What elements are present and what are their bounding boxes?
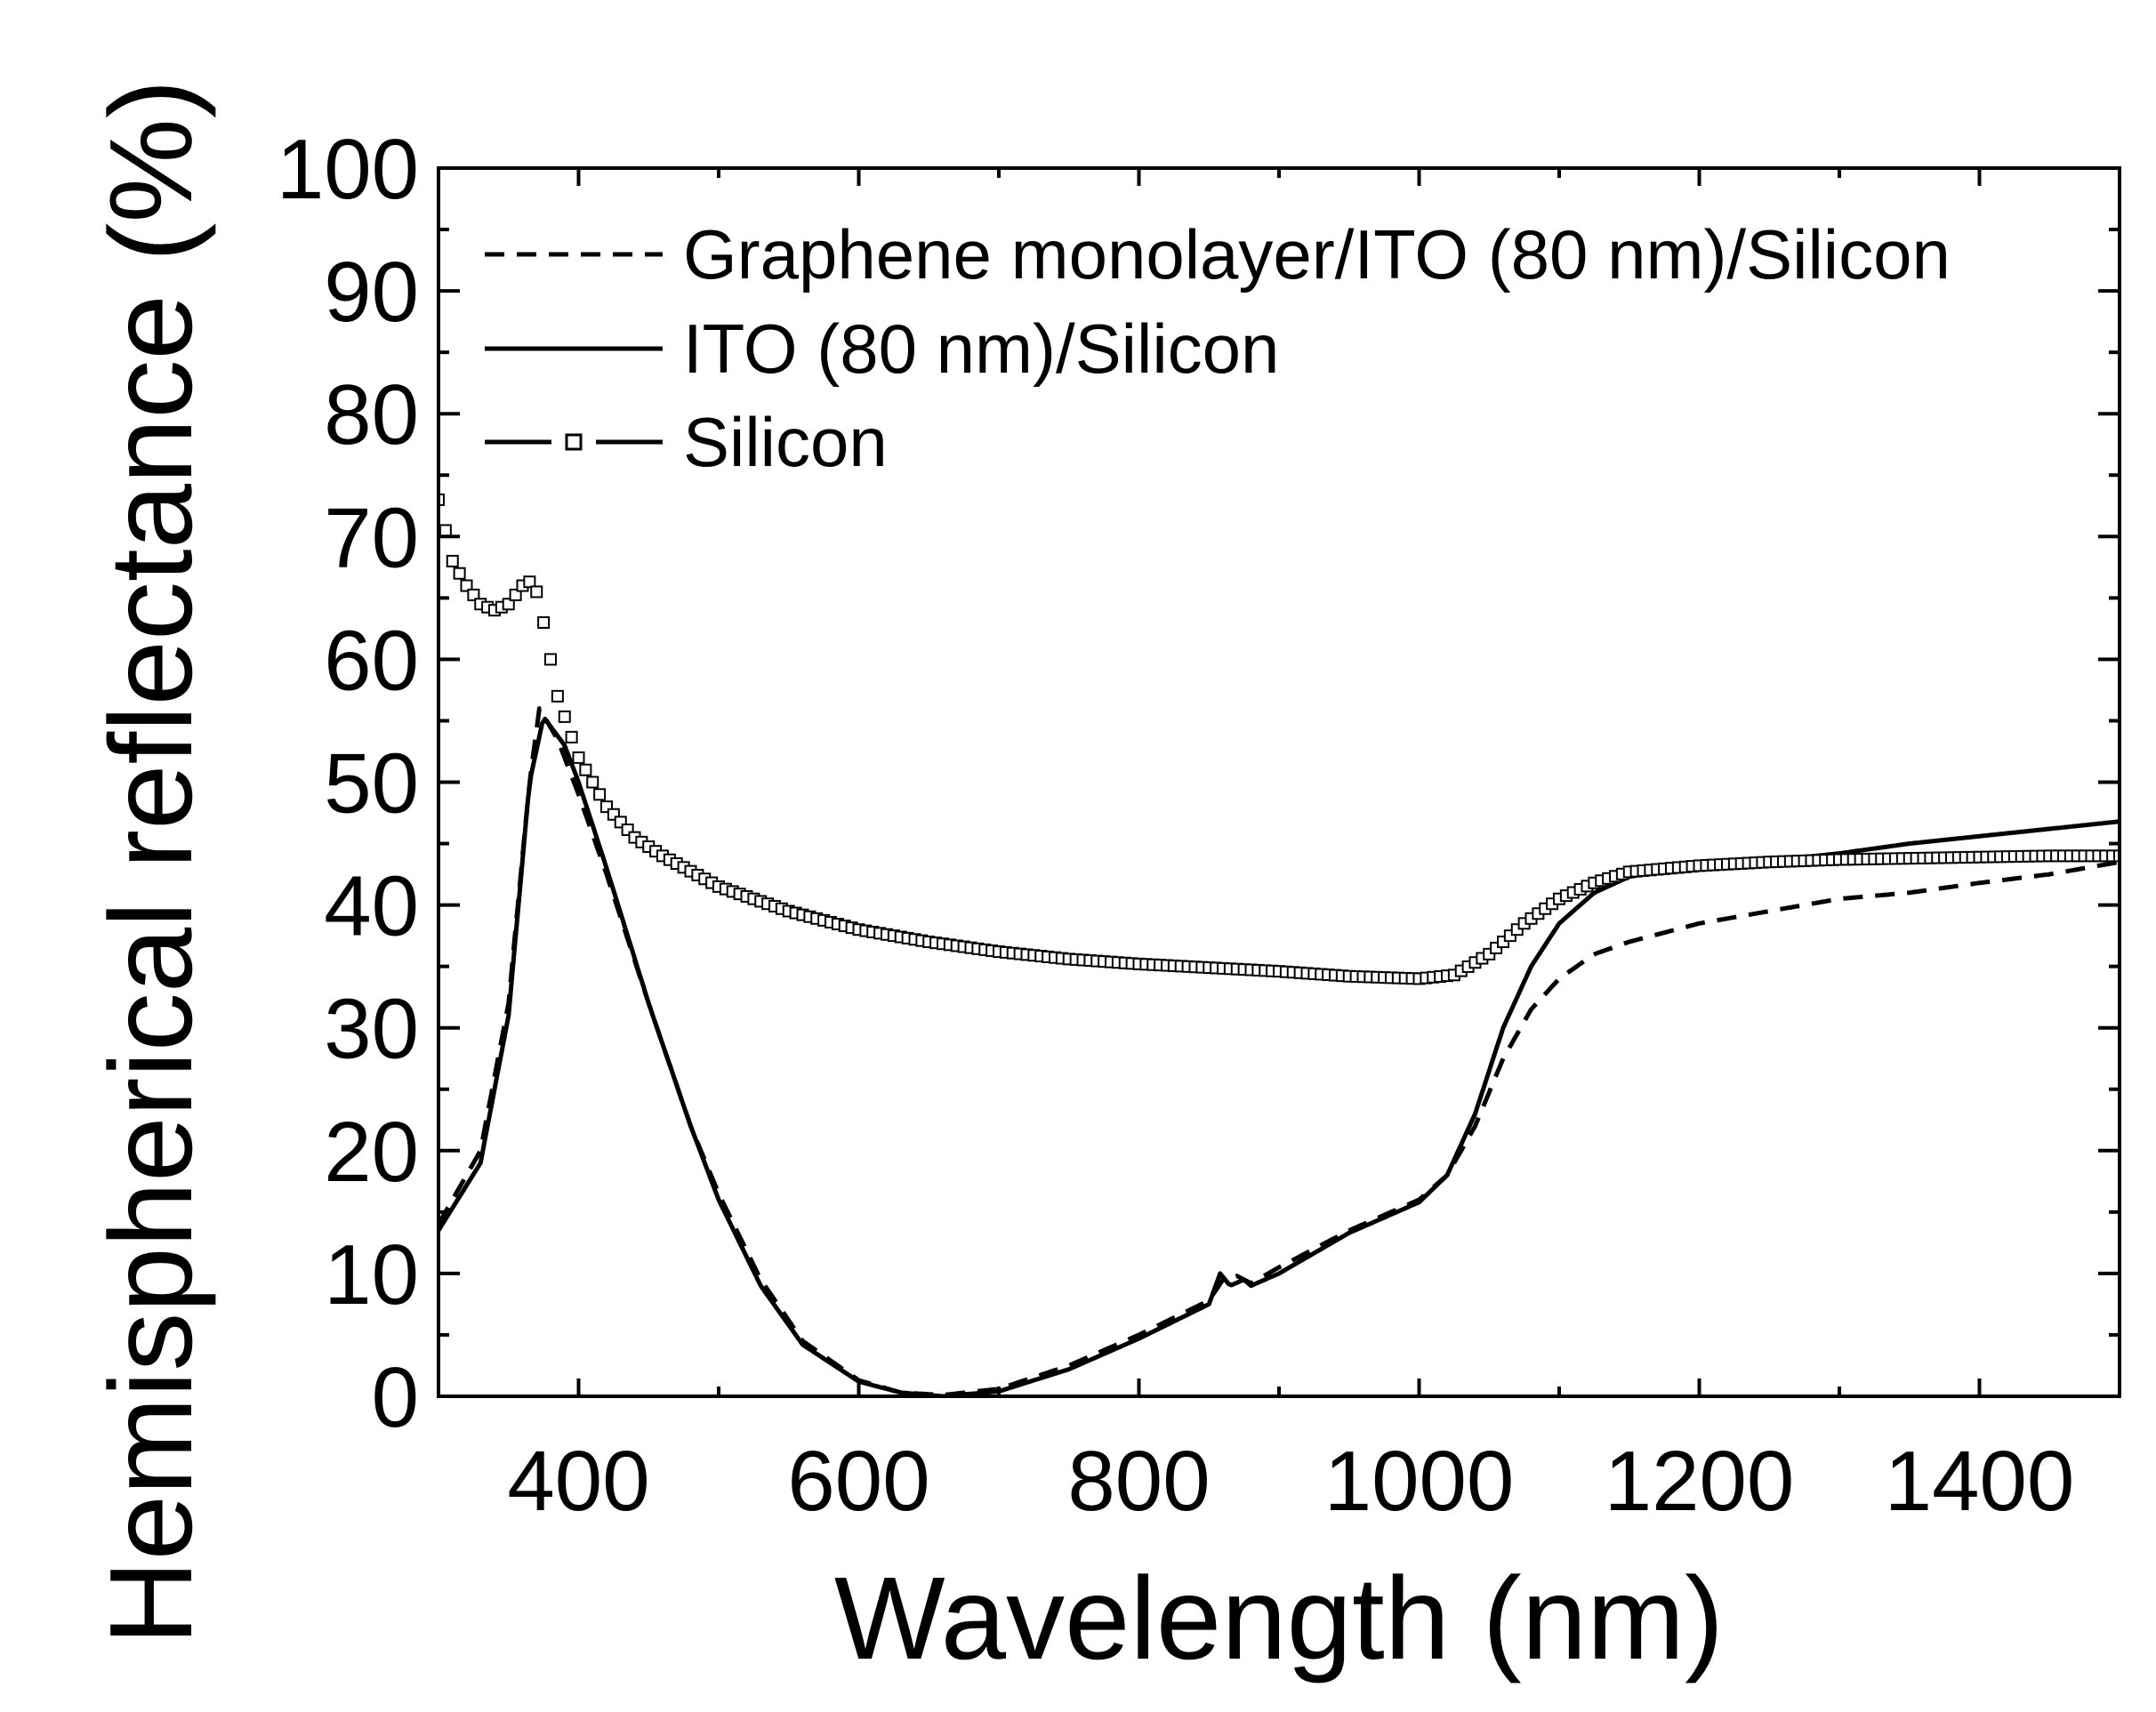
data-point [523, 575, 536, 589]
series-line-ito [438, 716, 2120, 1396]
x-tick-label: 400 [507, 1434, 649, 1529]
y-tick-label: 30 [324, 982, 419, 1077]
data-point [467, 588, 480, 601]
series-line-graphene [438, 706, 2120, 1396]
legend-label: Silicon [683, 403, 888, 481]
data-point [438, 493, 445, 506]
y-tick-label: 100 [277, 122, 419, 217]
y-tick-label: 70 [324, 490, 419, 585]
legend-label: ITO (80 nm)/Silicon [683, 309, 1279, 388]
data-point [438, 524, 452, 537]
x-tick-label: 600 [787, 1434, 929, 1529]
y-tick-label: 60 [324, 613, 419, 708]
y-tick-label: 80 [324, 367, 419, 462]
x-axis-ticks: 400 600 800 1000 1200 1400 [437, 168, 2121, 1529]
data-point [558, 710, 571, 723]
y-tick-label: 40 [324, 859, 419, 954]
y-tick-label: 10 [324, 1227, 419, 1322]
y-tick-label: 90 [324, 245, 419, 340]
data-point [502, 598, 515, 611]
data-point [453, 567, 466, 580]
data-point [593, 788, 607, 801]
data-point [2113, 849, 2120, 863]
data-point [579, 763, 592, 776]
series-clip-group [438, 493, 2120, 1396]
x-tick-label: 1400 [1885, 1434, 2075, 1529]
data-point [551, 689, 564, 703]
legend-swatch-silicon-marker [565, 433, 583, 451]
data-point [530, 585, 543, 599]
x-tick-label: 800 [1067, 1434, 1210, 1529]
data-point [537, 615, 551, 629]
data-point [586, 776, 599, 789]
series-markers-silicon [438, 493, 2120, 985]
data-point [565, 730, 578, 743]
legend-label: Graphene monolayer/ITO (80 nm)/Silicon [683, 215, 1951, 293]
data-point [460, 579, 473, 592]
y-axis-ticks: 0 10 20 30 40 50 60 70 80 90 100 [277, 122, 2120, 1445]
data-point [509, 588, 522, 601]
legend: Graphene monolayer/ITO (80 nm)/Silicon IT… [485, 215, 1951, 481]
x-axis-title: Wavelength (nm) [834, 1553, 1724, 1684]
y-tick-label: 0 [372, 1350, 419, 1445]
x-tick-label: 1000 [1324, 1434, 1515, 1529]
y-tick-label: 20 [324, 1105, 419, 1200]
data-point [572, 751, 585, 764]
data-point [544, 653, 557, 666]
series-layer [438, 493, 2120, 1396]
y-tick-label: 50 [324, 736, 419, 832]
y-axis-title: Hemispherical reflectance (%) [85, 79, 216, 1645]
data-point [446, 554, 459, 567]
x-tick-label: 1200 [1605, 1434, 1795, 1529]
